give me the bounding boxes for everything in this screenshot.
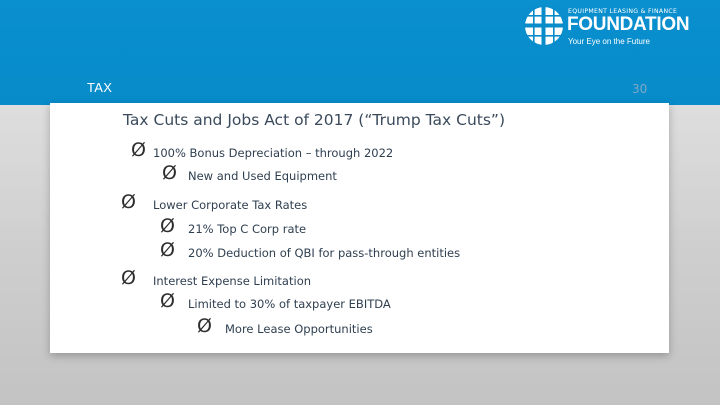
bullet-item: Lower Corporate Tax Rates: [153, 198, 308, 212]
bullet-item: 100% Bonus Depreciation – through 2022: [153, 146, 394, 160]
logo-tagline: Your Eye on the Future: [568, 37, 650, 46]
content-card: [50, 103, 669, 353]
sub-bullet-item: 21% Top C Corp rate: [188, 222, 307, 236]
globe-logo-icon: [524, 6, 564, 46]
arrow-bullet-icon: Ø: [160, 215, 175, 237]
page-number: 30: [632, 82, 648, 96]
arrow-bullet-icon: Ø: [160, 290, 175, 312]
arrow-bullet-icon: Ø: [121, 191, 136, 213]
section-label: TAX: [87, 80, 113, 95]
arrow-bullet-icon: Ø: [160, 239, 175, 261]
sub-bullet-item: New and Used Equipment: [188, 169, 337, 183]
foundation-logo: EQUIPMENT LEASING & FINANCE FOUNDATION Y…: [524, 6, 714, 46]
header-band: [0, 0, 720, 105]
arrow-bullet-icon: Ø: [121, 267, 136, 289]
arrow-bullet-icon: Ø: [197, 315, 212, 337]
sub-bullet-item: 20% Deduction of QBI for pass-through en…: [188, 246, 461, 260]
bullet-item: Interest Expense Limitation: [153, 274, 312, 288]
logo-top-text: EQUIPMENT LEASING & FINANCE: [568, 8, 678, 15]
arrow-bullet-icon: Ø: [162, 162, 177, 184]
arrow-bullet-icon: Ø: [131, 139, 146, 161]
logo-name: FOUNDATION: [567, 14, 690, 35]
sub-bullet-item: Limited to 30% of taxpayer EBITDA: [188, 297, 391, 311]
sub-sub-bullet-item: More Lease Opportunities: [225, 322, 373, 336]
slide-title: Tax Cuts and Jobs Act of 2017 (“Trump Ta…: [123, 111, 506, 129]
